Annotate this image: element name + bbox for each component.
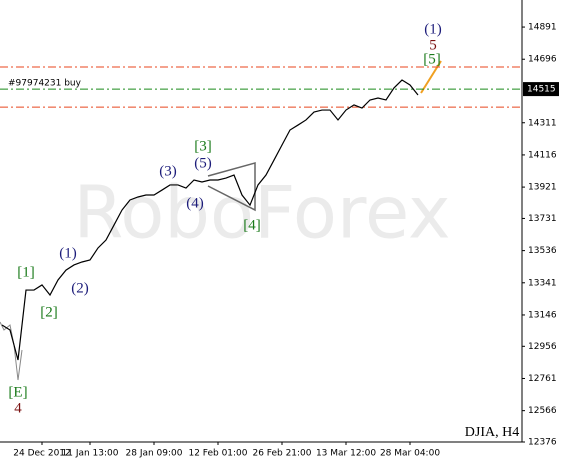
price-box	[523, 82, 559, 97]
y-tick-label: 14311	[528, 118, 557, 128]
wave-label: (1)	[424, 21, 442, 37]
x-tick-label: 13 Mar 12:00	[316, 449, 376, 459]
y-tick-label: 14696	[528, 55, 557, 65]
wave-label: [3]	[194, 138, 212, 154]
wave-label: (5)	[194, 155, 212, 171]
watermark: RoboForex	[73, 171, 450, 255]
wave-label: 4	[14, 400, 22, 416]
price-label: 14515	[527, 85, 556, 95]
level-label: #97974231 buy	[8, 79, 82, 89]
wave-label: (2)	[71, 280, 89, 296]
x-tick-label: 26 Feb 21:00	[252, 449, 311, 459]
y-tick-label: 13341	[528, 278, 557, 288]
x-tick-label: 28 Jan 09:00	[126, 449, 183, 459]
x-tick-label: 11 Jan 13:00	[62, 449, 119, 459]
price-line	[1, 79, 419, 361]
wave-label: [4]	[243, 217, 261, 233]
y-tick-label: 14116	[528, 150, 557, 160]
wave-label: [E]	[8, 384, 27, 400]
x-tick-label: 28 Mar 04:00	[380, 449, 440, 459]
y-tick-label: 13921	[528, 183, 557, 193]
y-tick-label: 12761	[528, 374, 557, 384]
symbol-label: DJIA, H4	[465, 425, 519, 440]
y-tick-label: 12566	[528, 406, 557, 416]
wave-label: [2]	[40, 304, 58, 320]
y-tick-label: 13146	[528, 310, 557, 320]
wave-label: (4)	[186, 195, 204, 211]
wave-label: [1]	[17, 264, 35, 280]
y-tick-label: 12956	[528, 342, 557, 352]
wave-label: [5]	[423, 51, 441, 67]
projection-line	[420, 60, 442, 94]
y-tick-label: 12376	[528, 438, 557, 448]
wave-label: (3)	[159, 163, 177, 179]
y-tick-label: 13731	[528, 214, 557, 224]
pattern-line	[0, 321, 23, 381]
wave-label: (1)	[59, 245, 77, 261]
x-tick-label: 12 Feb 01:00	[188, 449, 247, 459]
y-tick-label: 14891	[528, 23, 557, 33]
y-tick-label: 13536	[528, 246, 557, 256]
triangle-pattern	[207, 162, 256, 212]
x-tick-label: 24 Dec 2012	[13, 449, 71, 459]
wave-label: 5	[429, 37, 437, 53]
